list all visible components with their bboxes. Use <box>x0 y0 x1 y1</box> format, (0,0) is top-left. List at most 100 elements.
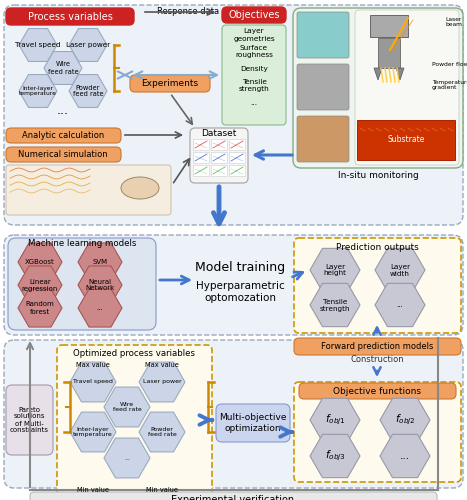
FancyBboxPatch shape <box>190 128 248 183</box>
Text: Powder
feed rate: Powder feed rate <box>73 84 103 98</box>
Polygon shape <box>375 248 425 292</box>
Text: Surface
roughness: Surface roughness <box>235 46 273 59</box>
Text: Model training: Model training <box>195 262 285 274</box>
Bar <box>211 139 227 150</box>
Text: XGBoost: XGBoost <box>25 259 55 265</box>
FancyBboxPatch shape <box>293 8 463 168</box>
Text: ...: ... <box>400 451 410 461</box>
Text: Inter-layer
temperature: Inter-layer temperature <box>73 426 113 438</box>
FancyBboxPatch shape <box>57 345 212 500</box>
Text: Numerical simulation: Numerical simulation <box>18 150 108 159</box>
Text: Hyperparametric
optomozation: Hyperparametric optomozation <box>196 281 284 303</box>
Ellipse shape <box>121 177 159 199</box>
Text: Analytic calculation: Analytic calculation <box>22 131 104 140</box>
Bar <box>211 165 227 176</box>
Polygon shape <box>380 398 430 442</box>
FancyBboxPatch shape <box>8 238 156 330</box>
Text: Construction: Construction <box>350 356 404 364</box>
Text: Layer
geometries: Layer geometries <box>233 28 275 42</box>
Text: Layer
height: Layer height <box>324 264 347 276</box>
Text: Random
forest: Random forest <box>26 302 54 314</box>
Polygon shape <box>44 52 82 84</box>
Bar <box>378 38 400 68</box>
Text: ...: ... <box>97 305 103 311</box>
FancyBboxPatch shape <box>297 116 349 162</box>
FancyBboxPatch shape <box>30 492 437 500</box>
Text: $f_{obj3}$: $f_{obj3}$ <box>325 449 346 463</box>
Text: Laser power: Laser power <box>143 380 181 384</box>
Text: Response data: Response data <box>157 8 219 16</box>
Text: Experiments: Experiments <box>142 79 198 88</box>
Polygon shape <box>19 74 57 108</box>
Text: Objective functions: Objective functions <box>333 386 421 396</box>
Text: Wire
feed rate: Wire feed rate <box>113 402 142 412</box>
Text: Laser power: Laser power <box>66 42 110 48</box>
Text: Min value: Min value <box>146 487 178 493</box>
Polygon shape <box>396 68 404 80</box>
Text: Tensile
strength: Tensile strength <box>320 298 350 312</box>
Text: Prediction outputs: Prediction outputs <box>336 244 418 252</box>
FancyBboxPatch shape <box>222 25 286 125</box>
Text: ...: ... <box>57 104 69 117</box>
Text: In-situ monitoring: In-situ monitoring <box>338 170 418 179</box>
Bar <box>229 152 245 163</box>
Text: ...: ... <box>124 456 130 460</box>
Text: $f_{obj2}$: $f_{obj2}$ <box>395 413 415 427</box>
FancyBboxPatch shape <box>216 404 290 442</box>
Polygon shape <box>139 362 185 402</box>
Text: Machine learning models: Machine learning models <box>28 240 136 248</box>
FancyBboxPatch shape <box>6 165 171 215</box>
Bar <box>193 139 209 150</box>
Text: SVM: SVM <box>92 259 107 265</box>
Polygon shape <box>70 362 116 402</box>
FancyBboxPatch shape <box>130 75 210 92</box>
FancyBboxPatch shape <box>355 10 459 165</box>
FancyBboxPatch shape <box>222 7 286 23</box>
Polygon shape <box>19 28 57 62</box>
Text: Wire
feed rate: Wire feed rate <box>48 62 78 74</box>
Polygon shape <box>78 289 122 327</box>
Text: Max value: Max value <box>76 362 110 368</box>
Text: Objectives: Objectives <box>228 10 280 20</box>
FancyBboxPatch shape <box>6 385 53 455</box>
Text: Optimized process variables: Optimized process variables <box>73 348 195 358</box>
Text: Process variables: Process variables <box>28 12 113 22</box>
Polygon shape <box>104 438 150 478</box>
FancyBboxPatch shape <box>4 5 463 225</box>
Bar <box>370 15 408 37</box>
Text: ...: ... <box>396 302 403 308</box>
Text: Min value: Min value <box>77 487 109 493</box>
Polygon shape <box>69 74 107 108</box>
Polygon shape <box>310 284 360 327</box>
FancyBboxPatch shape <box>6 147 121 162</box>
Text: Temperature
gradient: Temperature gradient <box>432 80 467 90</box>
Text: Substrate: Substrate <box>387 136 425 144</box>
Text: Travel speed: Travel speed <box>15 42 61 48</box>
Bar <box>229 165 245 176</box>
FancyBboxPatch shape <box>294 382 461 482</box>
Text: Powder
feed rate: Powder feed rate <box>148 426 177 438</box>
Polygon shape <box>104 387 150 427</box>
Polygon shape <box>69 28 107 62</box>
Text: Travel speed: Travel speed <box>73 380 113 384</box>
Text: Laser
beam: Laser beam <box>445 16 462 28</box>
Polygon shape <box>310 434 360 478</box>
FancyBboxPatch shape <box>294 238 461 333</box>
Text: Density: Density <box>240 66 268 72</box>
Polygon shape <box>310 398 360 442</box>
Bar <box>193 165 209 176</box>
Bar <box>357 120 455 160</box>
Text: Forward prediction models: Forward prediction models <box>321 342 433 351</box>
Polygon shape <box>375 284 425 327</box>
Polygon shape <box>380 434 430 478</box>
Text: Tensile
strength: Tensile strength <box>239 80 269 92</box>
Text: Pareto
solutions
of Multi-
constraints: Pareto solutions of Multi- constraints <box>9 406 49 434</box>
Text: Neural
Network: Neural Network <box>85 278 114 291</box>
Bar <box>211 152 227 163</box>
Bar <box>193 152 209 163</box>
FancyBboxPatch shape <box>297 64 349 110</box>
Text: Layer
width: Layer width <box>390 264 410 276</box>
Polygon shape <box>18 266 62 304</box>
Polygon shape <box>78 266 122 304</box>
Polygon shape <box>70 412 116 452</box>
